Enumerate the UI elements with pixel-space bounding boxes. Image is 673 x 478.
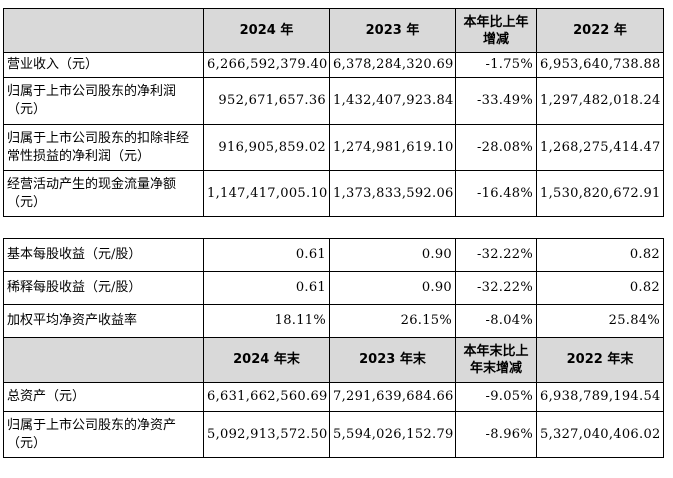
header-change-end: 本年末比上年末增减: [455, 337, 537, 383]
table-row: 基本每股收益（元/股） 0.61 0.90 -32.22% 0.82: [3, 238, 664, 272]
table-row: 经营活动产生的现金流量净额（元） 1,147,417,005.10 1,373,…: [3, 170, 664, 217]
financial-summary-table-1: 2024 年 2023 年 本年比上年增减 2022 年 营业收入（元） 6,2…: [3, 8, 664, 217]
row-label: 加权平均净资产收益率: [3, 304, 204, 338]
cell-2024: 1,147,417,005.10: [203, 170, 330, 217]
row-label: 归属于上市公司股东的净利润（元）: [3, 77, 204, 125]
header-2024: 2024 年: [203, 8, 330, 53]
cell-change: -32.22%: [455, 271, 537, 305]
header-2023-end: 2023 年末: [329, 337, 456, 383]
cell-2023: 0.90: [329, 238, 456, 272]
header-2022: 2022 年: [536, 8, 664, 53]
cell-2023: 1,432,407,923.84: [329, 77, 456, 125]
header-change: 本年比上年增减: [455, 8, 537, 53]
cell-2023: 1,373,833,592.06: [329, 170, 456, 217]
cell-change: -8.04%: [455, 304, 537, 338]
table-row: 稀释每股收益（元/股） 0.61 0.90 -32.22% 0.82: [3, 271, 664, 305]
header-2024-end: 2024 年末: [203, 337, 330, 383]
table-row: 总资产（元） 6,631,662,560.69 7,291,639,684.66…: [3, 382, 664, 412]
cell-2022: 6,938,789,194.54: [536, 382, 664, 412]
header-blank: [3, 337, 204, 383]
cell-2024: 6,266,592,379.40: [203, 52, 330, 78]
cell-change: -16.48%: [455, 170, 537, 217]
cell-2024: 916,905,859.02: [203, 124, 330, 171]
cell-2022: 1,530,820,672.91: [536, 170, 664, 217]
cell-2024: 0.61: [203, 271, 330, 305]
table-row: 加权平均净资产收益率 18.11% 26.15% -8.04% 25.84%: [3, 304, 664, 338]
cell-change: -9.05%: [455, 382, 537, 412]
cell-2022: 5,327,040,406.02: [536, 411, 664, 458]
cell-2022: 0.82: [536, 238, 664, 272]
cell-2023: 26.15%: [329, 304, 456, 338]
cell-2024: 952,671,657.36: [203, 77, 330, 125]
row-label: 归属于上市公司股东的扣除非经常性损益的净利润（元）: [3, 124, 204, 171]
cell-2024: 6,631,662,560.69: [203, 382, 330, 412]
cell-2024: 18.11%: [203, 304, 330, 338]
cell-change: -32.22%: [455, 238, 537, 272]
cell-2022: 0.82: [536, 271, 664, 305]
cell-2023: 0.90: [329, 271, 456, 305]
table-row: 归属于上市公司股东的净资产（元） 5,092,913,572.50 5,594,…: [3, 411, 664, 458]
table-header-row: 2024 年 2023 年 本年比上年增减 2022 年: [3, 8, 664, 53]
cell-change: -8.96%: [455, 411, 537, 458]
row-label: 基本每股收益（元/股）: [3, 238, 204, 272]
table-row: 营业收入（元） 6,266,592,379.40 6,378,284,320.6…: [3, 52, 664, 78]
table-header-row: 2024 年末 2023 年末 本年末比上年末增减 2022 年末: [3, 337, 664, 383]
cell-2024: 0.61: [203, 238, 330, 272]
cell-2023: 6,378,284,320.69: [329, 52, 456, 78]
row-label: 经营活动产生的现金流量净额（元）: [3, 170, 204, 217]
financial-summary-table-2: 基本每股收益（元/股） 0.61 0.90 -32.22% 0.82 稀释每股收…: [3, 238, 664, 458]
cell-2023: 5,594,026,152.79: [329, 411, 456, 458]
row-label: 稀释每股收益（元/股）: [3, 271, 204, 305]
cell-change: -1.75%: [455, 52, 537, 78]
cell-change: -28.08%: [455, 124, 537, 171]
cell-2023: 7,291,639,684.66: [329, 382, 456, 412]
row-label: 归属于上市公司股东的净资产（元）: [3, 411, 204, 458]
cell-2023: 1,274,981,619.10: [329, 124, 456, 171]
table-row: 归属于上市公司股东的净利润（元） 952,671,657.36 1,432,40…: [3, 77, 664, 125]
header-2022-end: 2022 年末: [536, 337, 664, 383]
row-label: 总资产（元）: [3, 382, 204, 412]
cell-change: -33.49%: [455, 77, 537, 125]
header-2023: 2023 年: [329, 8, 456, 53]
header-blank: [3, 8, 204, 53]
cell-2024: 5,092,913,572.50: [203, 411, 330, 458]
cell-2022: 25.84%: [536, 304, 664, 338]
cell-2022: 1,297,482,018.24: [536, 77, 664, 125]
row-label: 营业收入（元）: [3, 52, 204, 78]
cell-2022: 6,953,640,738.88: [536, 52, 664, 78]
cell-2022: 1,268,275,414.47: [536, 124, 664, 171]
table-row: 归属于上市公司股东的扣除非经常性损益的净利润（元） 916,905,859.02…: [3, 124, 664, 171]
